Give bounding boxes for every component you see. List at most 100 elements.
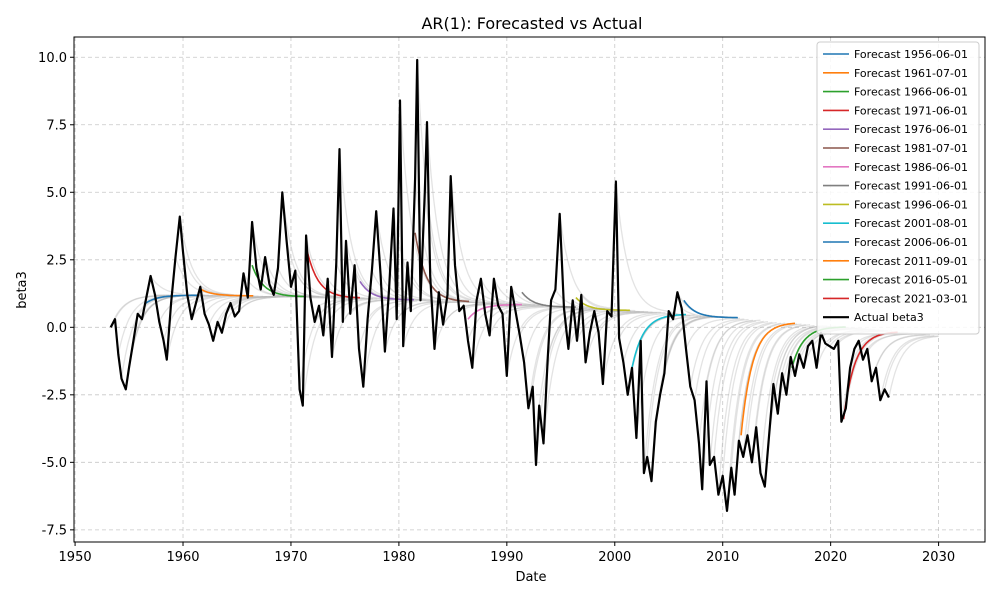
- y-tick-label: -7.5: [42, 523, 67, 538]
- background-forecast-line: [615, 181, 670, 313]
- x-tick-label: 2030: [922, 550, 955, 565]
- background-forecast-line: [238, 296, 294, 312]
- background-forecast-line: [742, 323, 798, 457]
- forecast-line: [740, 322, 796, 436]
- y-axis: -7.5 -5.0 -2.5 0.0 2.5 5.0 7.5 10.0: [38, 51, 74, 538]
- background-forecast-line: [471, 304, 527, 368]
- background-forecast-line: [576, 310, 631, 342]
- legend-label: Forecast 2006-06-01: [854, 236, 968, 249]
- legend-label: Forecast 1976-06-01: [854, 123, 968, 136]
- x-tick-label: 2020: [814, 550, 847, 565]
- legend-label: Forecast 2011-09-01: [854, 255, 968, 268]
- background-forecast-line: [559, 213, 614, 310]
- background-forecast-line: [459, 303, 514, 312]
- background-forecast-line: [162, 295, 218, 341]
- background-forecast-line: [362, 300, 418, 387]
- background-forecast-line: [717, 321, 773, 495]
- y-tick-label: 0.0: [46, 321, 67, 336]
- x-tick-label: 1970: [274, 550, 307, 565]
- background-forecast-line: [488, 305, 544, 336]
- forecast-lines: [143, 232, 898, 436]
- background-forecast-line: [114, 294, 169, 320]
- background-forecast-line: [755, 324, 811, 428]
- background-forecast-line: [158, 294, 214, 323]
- background-forecast-line: [166, 295, 221, 360]
- background-forecast-line: [454, 264, 510, 305]
- y-tick-label: -2.5: [42, 388, 67, 403]
- background-forecast-line: [701, 320, 757, 490]
- background-forecast-line: [589, 310, 644, 334]
- background-forecast-line: [643, 316, 698, 474]
- legend-box: [816, 41, 980, 335]
- background-forecast-line: [730, 322, 786, 468]
- background-forecast-line: [659, 316, 715, 395]
- x-axis: 1950 1960 1970 1980 1990 2000 2010 2020 2030: [59, 542, 955, 565]
- plot-frame: [73, 36, 986, 543]
- background-forecast-line: [406, 262, 462, 302]
- background-forecast-line: [493, 278, 548, 307]
- background-forecast-line: [602, 312, 657, 385]
- forecast-line: [575, 297, 630, 312]
- legend-label: Forecast 1971-06-01: [854, 104, 968, 117]
- background-forecast-line: [594, 310, 649, 313]
- forecast-line: [683, 299, 738, 319]
- legend-label: Actual beta3: [854, 311, 924, 324]
- actual-line: [109, 58, 890, 512]
- background-forecast-line: [883, 335, 939, 390]
- legend-label: Forecast 1986-06-01: [854, 161, 968, 174]
- background-forecast-line: [225, 295, 281, 315]
- background-forecast-line: [888, 335, 939, 398]
- legend-label: Forecast 2021-03-01: [854, 292, 968, 305]
- legend-label: Forecast 1996-06-01: [854, 198, 968, 211]
- y-tick-label: 2.5: [46, 253, 67, 268]
- legend-label: Forecast 2001-08-01: [854, 217, 968, 230]
- background-forecast-line: [875, 334, 931, 369]
- x-tick-label: 1990: [490, 550, 523, 565]
- background-forecast-line: [635, 315, 691, 439]
- forecast-line: [631, 313, 687, 368]
- forecast-line: [198, 287, 254, 297]
- background-forecast-line: [414, 178, 470, 302]
- forecast-line: [521, 291, 576, 308]
- legend: Forecast 1956-06-01 Forecast 1961-07-01 Fo…: [816, 41, 980, 335]
- background-forecast-line: [426, 122, 481, 302]
- background-forecast-line: [722, 321, 777, 476]
- actual-beta3-line: [109, 58, 890, 512]
- background-forecast-line: [685, 317, 741, 350]
- background-forecast-line: [879, 335, 935, 401]
- legend-label: Forecast 1956-06-01: [854, 48, 968, 61]
- background-forecast-line: [416, 59, 472, 301]
- background-forecast-line: [234, 296, 289, 317]
- y-tick-label: 5.0: [46, 186, 67, 201]
- y-tick-label: 10.0: [38, 51, 67, 66]
- legend-label: Forecast 2016-05-01: [854, 274, 968, 287]
- x-tick-label: 1950: [59, 550, 92, 565]
- x-tick-label: 1960: [166, 550, 199, 565]
- background-forecast-line: [290, 286, 345, 299]
- background-forecast-line: [698, 319, 753, 444]
- background-forecast-line: [338, 149, 394, 299]
- background-forecast-line: [607, 310, 662, 314]
- x-tick-label: 2000: [598, 550, 631, 565]
- legend-label: Forecast 1991-06-01: [854, 180, 968, 193]
- background-forecast-line: [693, 318, 749, 401]
- legend-label: Forecast 1961-07-01: [854, 67, 968, 80]
- background-forecast-line: [442, 302, 498, 325]
- background-forecast-line: [705, 319, 761, 382]
- background-forecast-line: [480, 278, 535, 306]
- background-forecast-line: [751, 324, 806, 463]
- x-tick-label: 2010: [706, 550, 739, 565]
- y-tick-label: -5.0: [42, 456, 67, 471]
- x-tick-label: 1980: [382, 550, 415, 565]
- background-forecast-line: [221, 295, 276, 333]
- background-forecast-line: [646, 316, 702, 457]
- background-forecast-line: [217, 295, 272, 323]
- background-forecast-line: [331, 298, 386, 358]
- background-forecast-line: [402, 301, 458, 347]
- background-forecast-line: [726, 322, 782, 511]
- legend-label: Forecast 1981-07-01: [854, 142, 968, 155]
- background-forecast-line: [871, 333, 926, 382]
- legend-label: Forecast 1966-06-01: [854, 86, 968, 99]
- background-forecast-line: [746, 323, 802, 436]
